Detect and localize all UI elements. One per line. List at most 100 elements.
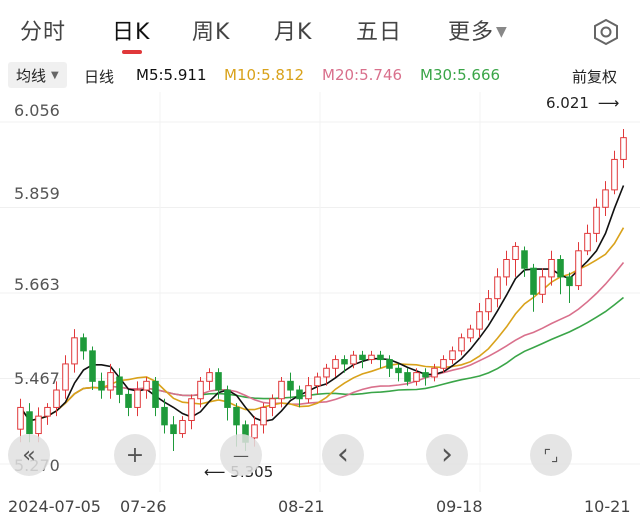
candlestick-chart[interactable] [0,92,640,492]
tab-daily-k[interactable]: 日K [112,20,151,45]
arrow-left-icon: ⟵ [204,463,226,481]
candle [530,263,537,312]
ma30-value: M30:5.666 [420,66,501,84]
period-tabs: 分时 日K 周K 月K 五日 更多 ▼ [0,0,640,58]
candle-body-up [197,380,204,400]
candle-body-down [359,354,366,361]
candle-body-up [35,415,42,435]
candle-body-up [53,389,60,408]
candle [431,363,438,382]
candle [575,242,582,290]
tab-weekly-k[interactable]: 周K [192,20,231,45]
candle-body-down [26,411,33,435]
candle [440,355,447,373]
candle-body-up [413,372,420,382]
candle-body-up [278,380,285,400]
tab-monthly-k[interactable]: 月K [274,20,313,45]
candle-body-down [80,337,87,352]
candle [602,181,609,216]
scroll-left-button[interactable]: « [8,434,50,476]
candle-body-up [593,206,600,234]
indicator-selector[interactable]: 均线 ▼ [8,62,67,88]
candle-body-down [557,258,564,278]
candle-body-up [260,406,267,426]
period-label: 日线 [84,68,115,86]
candle-body-up [179,419,186,435]
candle-body-up [503,258,510,278]
x-tick-label: 2024-07-05 [8,497,101,516]
candle [296,385,303,408]
candle-body-up [314,376,321,387]
candle-body-down [296,389,303,400]
tab-more-label: 更多 [448,20,495,45]
fullscreen-corners-icon: ⌜⌟ [543,445,559,465]
caret-down-icon: ▼ [51,69,59,81]
candle-body-up [548,258,555,278]
candle-body-up [620,137,627,160]
candle-body-up [611,158,618,191]
hexagon-gear-icon[interactable] [592,18,620,46]
candle [278,376,285,408]
candle-body-down [377,354,384,361]
candle-body-up [251,424,258,439]
plus-icon: + [125,442,145,468]
chevron-left-icon: ‹ [337,437,349,472]
high-annotation: 6.021 ⟶ [546,94,619,112]
minus-icon: — [233,445,249,465]
next-button[interactable]: › [426,434,468,476]
candle [260,403,267,434]
candle [413,368,420,386]
adjustment-toggle[interactable]: 前复权 [572,68,618,86]
candle-body-up [188,398,195,421]
candle [458,333,465,356]
candle-body-up [467,328,474,339]
candle [584,224,591,256]
zoom-in-button[interactable]: + [114,434,156,476]
y-tick-label: 5.663 [14,275,60,294]
tab-five-day[interactable]: 五日 [356,20,403,45]
candle-body-up [350,354,357,365]
candle [350,350,357,369]
candle [125,390,132,417]
candle [287,372,294,399]
candle-body-down [422,372,429,378]
candle [62,355,69,399]
candle-body-down [215,372,222,391]
candle [368,350,375,364]
candle-body-up [512,245,519,260]
candle [512,242,519,277]
candle-body-up [539,276,546,295]
candle [521,246,528,277]
tab-intraday[interactable]: 分时 [20,20,67,45]
candle-body-up [71,337,78,365]
candle-body-down [521,250,528,269]
tab-more[interactable]: 更多 ▼ [448,14,508,46]
candle-body-up [494,276,501,300]
candle [449,346,456,364]
prev-button[interactable]: ‹ [322,434,364,476]
candle-body-down [170,424,177,435]
candle [206,368,213,391]
candle [44,403,51,425]
caret-down-icon: ▼ [496,24,508,40]
candle-body-up [602,189,609,208]
candle [485,289,492,321]
candle [197,376,204,408]
fullscreen-button[interactable]: ⌜⌟ [530,434,572,476]
candle [359,350,366,369]
candle-body-up [62,363,69,391]
zoom-out-button[interactable]: — [220,434,262,476]
candle-body-up [368,354,375,361]
candle [143,376,150,399]
candle [341,355,348,373]
candle [404,368,411,386]
candle-body-up [206,372,213,382]
candle-body-up [332,359,339,369]
candle [557,255,564,295]
candle [98,372,105,399]
moving-average-bar: 均线 ▼ 日线 M5:5.911 M10:5.812 M20:5.746 M30… [0,60,640,90]
candle-body-up [476,311,483,330]
candle [116,368,123,404]
candle [224,385,231,421]
candle [593,198,600,243]
